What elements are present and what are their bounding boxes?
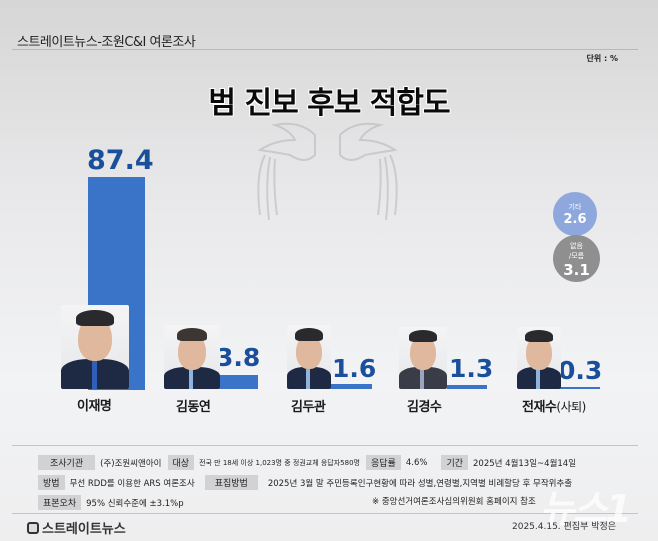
bubble-other: 기타 2.6: [553, 192, 597, 236]
value-label-0: 87.4: [87, 145, 154, 176]
bubble-none-value: 3.1: [563, 261, 590, 279]
value-label-3: 1.3: [449, 354, 494, 383]
credit-text: 2025.4.15. 편집부 박정은: [512, 522, 617, 532]
bubble-other-label: 기타: [568, 203, 582, 211]
bar-3: [447, 385, 487, 389]
sampling-label: 표집방법: [204, 475, 258, 490]
method-label: 방법: [38, 475, 65, 490]
candidate-photo-1: [164, 325, 220, 389]
candidate-name-0: 이재명: [77, 399, 112, 414]
candidate-photo-4: [517, 327, 561, 389]
candidate-photo-3: [399, 327, 447, 389]
source-title: 스트레이트뉴스-조원C&I 여론조사: [17, 35, 196, 50]
bubble-other-value: 2.6: [563, 212, 587, 227]
agency-value: (주)조원씨앤아이: [100, 458, 162, 469]
logo-text: 스트레이트뉴스: [42, 522, 126, 537]
bubble-none: 없음 /모름 3.1: [553, 235, 600, 282]
candidate-name-3: 김경수: [407, 400, 442, 415]
candidate-name-1: 김동연: [176, 400, 211, 415]
unit-label: 단위 : %: [586, 54, 618, 63]
value-label-1: 3.8: [216, 343, 261, 372]
target-value: 전국 만 18세 이상 1,023명 중 정권교체 응답자580명: [199, 458, 360, 467]
candidate-name-2: 김두관: [291, 400, 326, 415]
period-value: 2025년 4월13일~4월14일: [473, 458, 577, 469]
candidate-note: (사퇴): [556, 400, 586, 414]
info-row-1: 조사기관 (주)조원씨앤아이 대상 전국 만 18세 이상 1,023명 중 정…: [38, 455, 582, 470]
info-row-2: 방법 무선 RDD를 이용한 ARS 여론조사 표집방법 2025년 3월 말 …: [38, 475, 578, 490]
reference-note: ※ 중앙선거여론조사심의위원회 홈페이지 참조: [372, 495, 536, 507]
error-label: 표본오차: [38, 495, 82, 510]
candidate-name-4: 전재수(사퇴): [522, 396, 586, 415]
divider: [12, 445, 638, 446]
candidate-name-text: 전재수: [522, 400, 557, 415]
logo-mark-icon: [27, 521, 39, 534]
divider: [12, 49, 638, 50]
info-row-3: 표본오차 95% 신뢰수준에 ±3.1%p: [38, 495, 190, 510]
chart-title: 범 진보 후보 적합도: [208, 86, 450, 121]
bar-2: [330, 384, 372, 389]
response-rate-value: 4.6%: [405, 457, 428, 468]
straightnews-logo: 스트레이트뉴스: [27, 518, 126, 537]
value-label-2: 1.6: [332, 354, 377, 383]
candidate-photo-2: [287, 325, 331, 389]
method-value: 무선 RDD를 이용한 ARS 여론조사: [69, 478, 195, 489]
bubble-none-label-2: /모름: [568, 252, 585, 260]
bar-1: [218, 375, 258, 389]
reference-text: ※ 중앙선거여론조사심의위원회 홈페이지 참조: [372, 497, 536, 507]
phoenix-emblem-icon: [257, 122, 398, 221]
sampling-value: 2025년 3월 말 주민등록인구현황에 따라 성별,연령별,지역별 비례할당 …: [267, 478, 573, 489]
value-label-4: 0.3: [558, 356, 603, 385]
agency-label: 조사기관: [38, 455, 96, 470]
candidate-photo-0: [61, 305, 129, 389]
bubble-none-label-1: 없음: [570, 242, 583, 250]
target-label: 대상: [167, 455, 195, 470]
error-value: 95% 신뢰수준에 ±3.1%p: [86, 498, 184, 509]
response-rate-label: 응답률: [366, 455, 401, 470]
news1-watermark: 뉴스1: [539, 487, 632, 531]
divider: [12, 513, 638, 514]
period-label: 기간: [441, 455, 469, 470]
bar-4: [558, 387, 600, 389]
